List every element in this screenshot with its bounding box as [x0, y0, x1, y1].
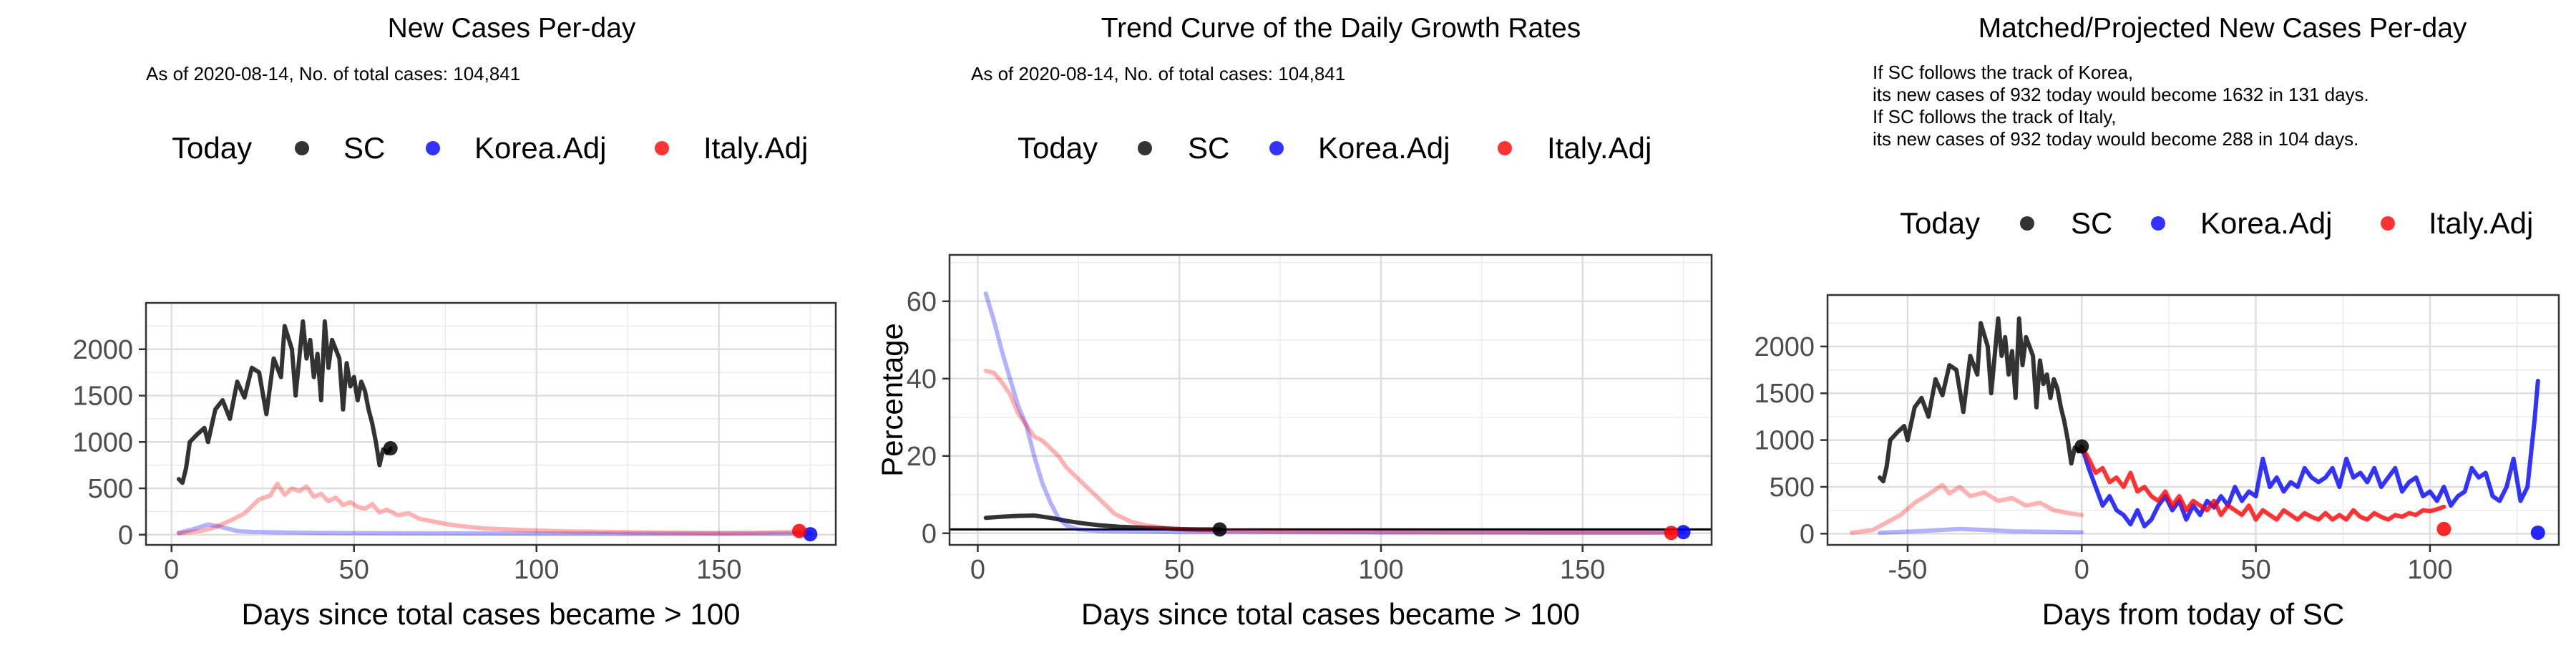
y-tick-label: 1000: [1754, 426, 1815, 456]
plot-border: [145, 301, 837, 546]
today-point: [2436, 521, 2451, 536]
series-line: [983, 291, 1686, 535]
series-line: [176, 319, 393, 485]
legend-key: [2151, 216, 2165, 231]
y-tick-label: 500: [1770, 473, 1815, 503]
series-line: [1850, 483, 2084, 535]
legend-label: Italy.Adj: [2429, 206, 2533, 240]
x-tick-label: 0: [970, 555, 985, 585]
y-axis-title: Percentage: [875, 323, 909, 477]
legend-key: [655, 141, 669, 155]
x-tick-label: 100: [2407, 555, 2452, 585]
series-line: [2079, 444, 2446, 522]
legend-key: [2020, 216, 2034, 231]
plot-border: [1826, 294, 2560, 546]
y-tick-label: 0: [1800, 519, 1815, 549]
y-tick-label: 1500: [72, 382, 133, 412]
chart-note-line: If SC follows the track of Italy,: [1873, 106, 2117, 127]
series-line: [176, 522, 813, 536]
today-point: [1676, 525, 1691, 540]
plot-area: [950, 255, 1712, 545]
x-axis-title: Days from today of SC: [2042, 597, 2344, 631]
series-line: [1878, 316, 2084, 484]
x-tick-label: 150: [1560, 555, 1605, 585]
today-point: [383, 441, 398, 456]
chart-panel-1: New Cases Per-day As of 2020-08-14, No. o…: [72, 13, 837, 631]
legend-title: Today: [1900, 206, 1980, 240]
y-tick-label: 0: [118, 521, 133, 551]
y-tick-label: 0: [922, 519, 937, 549]
legend-key: [426, 141, 440, 155]
legend-title: Today: [1018, 131, 1098, 165]
chart-panel-3: Matched/Projected New Cases Per-day If SC…: [1754, 13, 2560, 631]
y-tick-label: 2000: [1754, 332, 1815, 362]
legend-label: Italy.Adj: [1547, 131, 1652, 165]
legend-label: Korea.Adj: [474, 131, 606, 165]
x-axis-title: Days since total cases became > 100: [1081, 597, 1580, 631]
legend: Today SC Korea.Adj Italy.Adj: [1018, 131, 1652, 165]
chart-note-line: If SC follows the track of Korea,: [1873, 62, 2133, 83]
series-line: [2079, 379, 2540, 528]
series-line: [176, 481, 801, 536]
y-tick-label: 40: [907, 364, 937, 395]
y-tick-label: 1500: [1754, 379, 1815, 409]
series-line: [1878, 526, 2084, 535]
legend-title: Today: [172, 131, 252, 165]
y-tick-label: 60: [907, 287, 937, 317]
chart-title: Trend Curve of the Daily Growth Rates: [1101, 13, 1581, 44]
today-point: [791, 523, 806, 538]
plot-area: [146, 303, 836, 545]
chart-note-line: its new cases of 932 today would become …: [1873, 128, 2358, 150]
x-axis-title: Days since total cases became > 100: [242, 597, 741, 631]
x-tick-label: 50: [339, 555, 369, 585]
today-point: [803, 527, 818, 542]
x-tick-label: 100: [1358, 555, 1403, 585]
grid: [950, 255, 1712, 545]
legend-key: [1138, 141, 1152, 155]
legend-label: Korea.Adj: [1318, 131, 1450, 165]
legend-label: Italy.Adj: [703, 131, 808, 165]
today-point: [1212, 522, 1227, 537]
x-tick-label: 50: [1164, 555, 1194, 585]
legend-key: [295, 141, 309, 155]
legend-key: [2381, 216, 2395, 231]
legend-label: SC: [343, 131, 385, 165]
y-tick-label: 2000: [72, 335, 133, 365]
chart-note-line: As of 2020-08-14, No. of total cases: 10…: [146, 63, 520, 84]
x-tick-label: 0: [2074, 555, 2089, 585]
x-tick-label: 100: [514, 555, 559, 585]
legend-label: SC: [2071, 206, 2112, 240]
x-tick-label: 50: [2240, 555, 2270, 585]
legend-label: Korea.Adj: [2200, 206, 2332, 240]
legend: Today SC Korea.Adj Italy.Adj: [172, 131, 808, 165]
legend-key: [1269, 141, 1284, 155]
legend-key: [1498, 141, 1512, 155]
chart-panel-2: Trend Curve of the Daily Growth Rates As …: [875, 13, 1713, 631]
chart-title: Matched/Projected New Cases Per-day: [1979, 13, 2467, 44]
x-tick-label: 150: [696, 555, 741, 585]
today-point: [2530, 526, 2545, 541]
x-tick-label: 0: [164, 555, 179, 585]
x-tick-label: -50: [1888, 555, 1927, 585]
today-point: [2074, 439, 2089, 454]
y-tick-label: 500: [88, 474, 133, 504]
y-tick-label: 1000: [72, 427, 133, 458]
legend: Today SC Korea.Adj Italy.Adj: [1900, 206, 2533, 240]
chart-note-line: As of 2020-08-14, No. of total cases: 10…: [971, 63, 1345, 84]
plot-border: [948, 253, 1713, 546]
series-line: [983, 513, 1222, 532]
y-tick-label: 20: [907, 442, 937, 472]
chart-note-line: its new cases of 932 today would become …: [1873, 84, 2369, 105]
today-point: [1664, 526, 1679, 541]
legend-label: SC: [1188, 131, 1229, 165]
chart-title: New Cases Per-day: [388, 13, 636, 44]
